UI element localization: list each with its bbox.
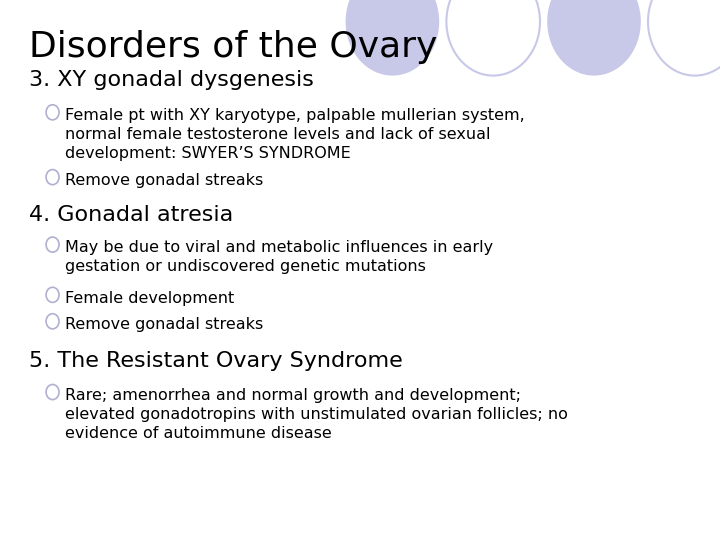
Text: Disorders of the Ovary: Disorders of the Ovary [29, 30, 437, 64]
Ellipse shape [446, 0, 540, 76]
Text: Remove gonadal streaks: Remove gonadal streaks [65, 173, 263, 188]
Text: Female pt with XY karyotype, palpable mullerian system,
normal female testostero: Female pt with XY karyotype, palpable mu… [65, 108, 525, 161]
Ellipse shape [346, 0, 439, 76]
Text: 5. The Resistant Ovary Syndrome: 5. The Resistant Ovary Syndrome [29, 351, 402, 371]
Text: Remove gonadal streaks: Remove gonadal streaks [65, 317, 263, 332]
Text: Rare; amenorrhea and normal growth and development;
elevated gonadotropins with : Rare; amenorrhea and normal growth and d… [65, 388, 567, 441]
Ellipse shape [46, 287, 59, 302]
Text: Female development: Female development [65, 291, 234, 306]
Ellipse shape [46, 384, 59, 400]
Text: May be due to viral and metabolic influences in early
gestation or undiscovered : May be due to viral and metabolic influe… [65, 240, 493, 274]
Text: 3. XY gonadal dysgenesis: 3. XY gonadal dysgenesis [29, 70, 314, 90]
Ellipse shape [46, 170, 59, 185]
Text: 4. Gonadal atresia: 4. Gonadal atresia [29, 205, 233, 225]
Ellipse shape [46, 237, 59, 252]
Ellipse shape [648, 0, 720, 76]
Ellipse shape [46, 105, 59, 120]
Ellipse shape [46, 314, 59, 329]
Ellipse shape [547, 0, 641, 76]
